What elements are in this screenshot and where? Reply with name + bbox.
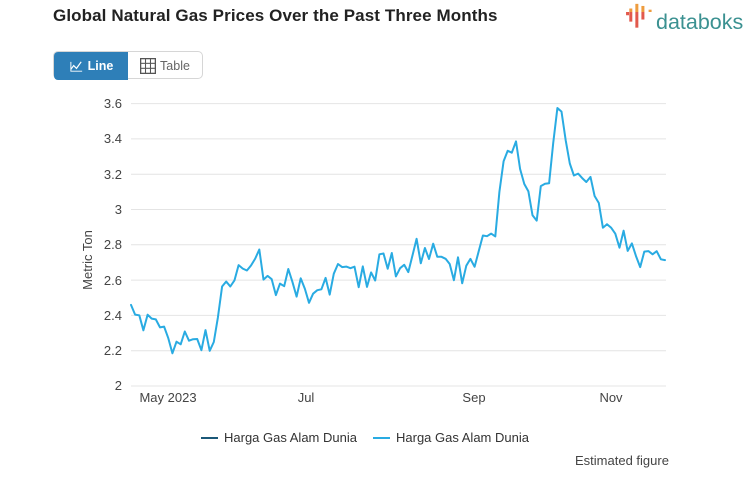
svg-text:2: 2 — [115, 378, 122, 393]
svg-text:3.4: 3.4 — [104, 131, 122, 146]
svg-text:2.4: 2.4 — [104, 308, 122, 323]
svg-text:2.8: 2.8 — [104, 237, 122, 252]
svg-text:May 2023: May 2023 — [139, 390, 196, 405]
svg-text:Metric Ton: Metric Ton — [80, 230, 95, 290]
svg-text:Jul: Jul — [298, 390, 315, 405]
svg-text:3.2: 3.2 — [104, 167, 122, 182]
svg-text:2.6: 2.6 — [104, 273, 122, 288]
svg-text:Sep: Sep — [462, 390, 485, 405]
svg-text:Nov: Nov — [599, 390, 623, 405]
svg-text:3: 3 — [115, 202, 122, 217]
svg-text:3.6: 3.6 — [104, 96, 122, 111]
svg-text:2.2: 2.2 — [104, 343, 122, 358]
